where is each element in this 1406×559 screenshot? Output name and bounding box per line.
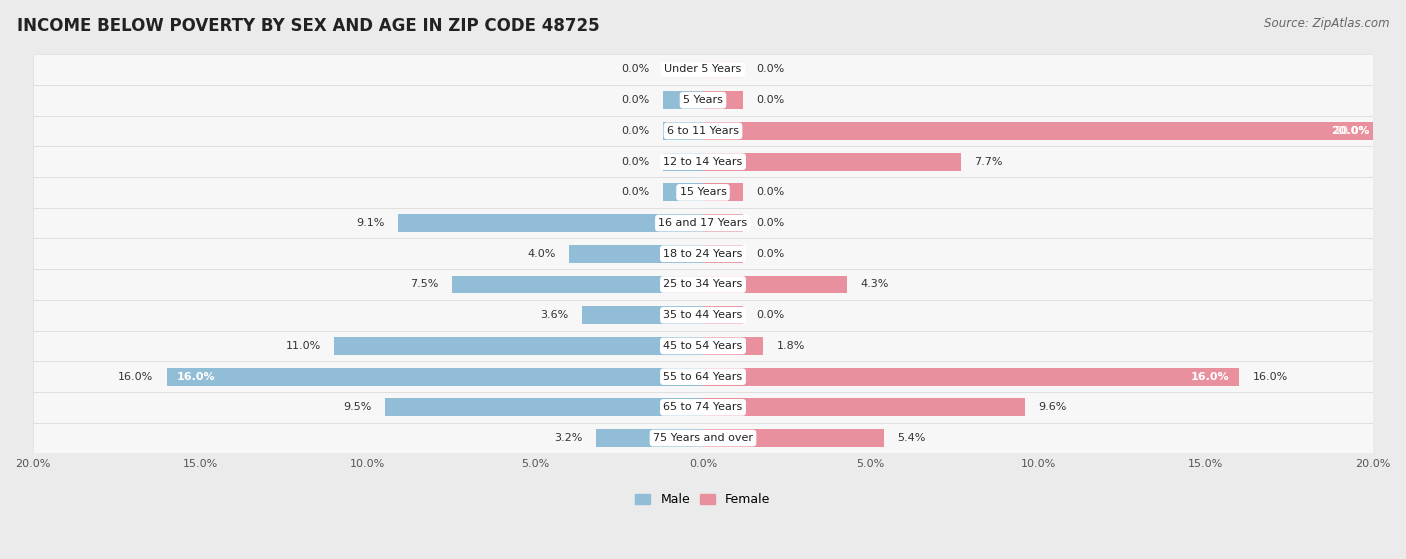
Bar [32, 423, 1374, 453]
Bar [32, 392, 1374, 423]
Text: 16.0%: 16.0% [1253, 372, 1288, 382]
Text: 9.6%: 9.6% [1038, 402, 1067, 413]
Text: 11.0%: 11.0% [285, 341, 321, 351]
Text: 0.0%: 0.0% [756, 218, 785, 228]
Bar [703, 122, 1374, 140]
Bar [703, 429, 884, 447]
Text: 55 to 64 Years: 55 to 64 Years [664, 372, 742, 382]
Bar [32, 208, 1374, 239]
Text: 16.0%: 16.0% [118, 372, 153, 382]
Text: 35 to 44 Years: 35 to 44 Years [664, 310, 742, 320]
Bar [32, 361, 1374, 392]
Text: 4.0%: 4.0% [527, 249, 555, 259]
Bar [32, 239, 1374, 269]
Bar [385, 399, 703, 416]
Text: 5 Years: 5 Years [683, 95, 723, 105]
Bar [32, 177, 1374, 208]
Text: Source: ZipAtlas.com: Source: ZipAtlas.com [1264, 17, 1389, 30]
Bar [32, 239, 1374, 269]
Bar [32, 177, 1374, 208]
Bar [596, 429, 703, 447]
Text: 12 to 14 Years: 12 to 14 Years [664, 157, 742, 167]
Text: 45 to 54 Years: 45 to 54 Years [664, 341, 742, 351]
Bar [335, 337, 703, 355]
Text: 20.0%: 20.0% [1334, 126, 1369, 136]
Bar [32, 85, 1374, 116]
Bar [703, 153, 962, 170]
Bar [662, 91, 703, 109]
Bar [32, 85, 1374, 116]
Bar [569, 245, 703, 263]
Bar [32, 330, 1374, 361]
Bar [703, 337, 763, 355]
Text: 0.0%: 0.0% [756, 249, 785, 259]
Text: 9.1%: 9.1% [356, 218, 385, 228]
Text: 65 to 74 Years: 65 to 74 Years [664, 402, 742, 413]
Bar [662, 60, 703, 78]
Bar [703, 214, 744, 232]
Bar [167, 368, 703, 386]
Text: 9.5%: 9.5% [343, 402, 371, 413]
Bar [662, 122, 703, 140]
Text: 6 to 11 Years: 6 to 11 Years [666, 126, 740, 136]
Text: 0.0%: 0.0% [756, 310, 785, 320]
Text: 0.0%: 0.0% [621, 187, 650, 197]
Text: 0.0%: 0.0% [621, 157, 650, 167]
Text: 7.5%: 7.5% [411, 280, 439, 290]
Text: 3.6%: 3.6% [541, 310, 569, 320]
Bar [32, 146, 1374, 177]
Bar [703, 91, 744, 109]
Text: 16.0%: 16.0% [1191, 372, 1229, 382]
Text: 4.3%: 4.3% [860, 280, 889, 290]
Text: 16 and 17 Years: 16 and 17 Years [658, 218, 748, 228]
Text: 0.0%: 0.0% [756, 64, 785, 74]
Bar [398, 214, 703, 232]
Bar [703, 245, 744, 263]
Text: 0.0%: 0.0% [756, 95, 785, 105]
Text: 20.0%: 20.0% [1331, 126, 1369, 136]
Bar [703, 276, 848, 293]
Bar [703, 306, 744, 324]
Bar [32, 423, 1374, 453]
Text: 16.0%: 16.0% [177, 372, 215, 382]
Text: 3.2%: 3.2% [554, 433, 582, 443]
Text: 7.7%: 7.7% [974, 157, 1002, 167]
Bar [32, 300, 1374, 330]
Bar [451, 276, 703, 293]
Bar [582, 306, 703, 324]
Bar [32, 54, 1374, 85]
Text: 15 Years: 15 Years [679, 187, 727, 197]
Bar [703, 183, 744, 201]
Bar [32, 116, 1374, 146]
Text: 25 to 34 Years: 25 to 34 Years [664, 280, 742, 290]
Bar [32, 361, 1374, 392]
Bar [32, 146, 1374, 177]
Bar [32, 269, 1374, 300]
Text: 75 Years and over: 75 Years and over [652, 433, 754, 443]
Bar [703, 399, 1025, 416]
Bar [32, 300, 1374, 330]
Bar [662, 183, 703, 201]
Bar [703, 368, 1239, 386]
Bar [32, 208, 1374, 239]
Bar [32, 330, 1374, 361]
Bar [703, 60, 744, 78]
Text: 0.0%: 0.0% [756, 187, 785, 197]
Bar [32, 392, 1374, 423]
Bar [32, 116, 1374, 146]
Text: 0.0%: 0.0% [621, 126, 650, 136]
Bar [32, 54, 1374, 85]
Text: 18 to 24 Years: 18 to 24 Years [664, 249, 742, 259]
Text: 1.8%: 1.8% [776, 341, 806, 351]
Legend: Male, Female: Male, Female [630, 488, 776, 511]
Bar [662, 153, 703, 170]
Text: Under 5 Years: Under 5 Years [665, 64, 741, 74]
Text: 5.4%: 5.4% [897, 433, 925, 443]
Text: 0.0%: 0.0% [621, 95, 650, 105]
Text: INCOME BELOW POVERTY BY SEX AND AGE IN ZIP CODE 48725: INCOME BELOW POVERTY BY SEX AND AGE IN Z… [17, 17, 599, 35]
Text: 0.0%: 0.0% [621, 64, 650, 74]
Bar [32, 269, 1374, 300]
